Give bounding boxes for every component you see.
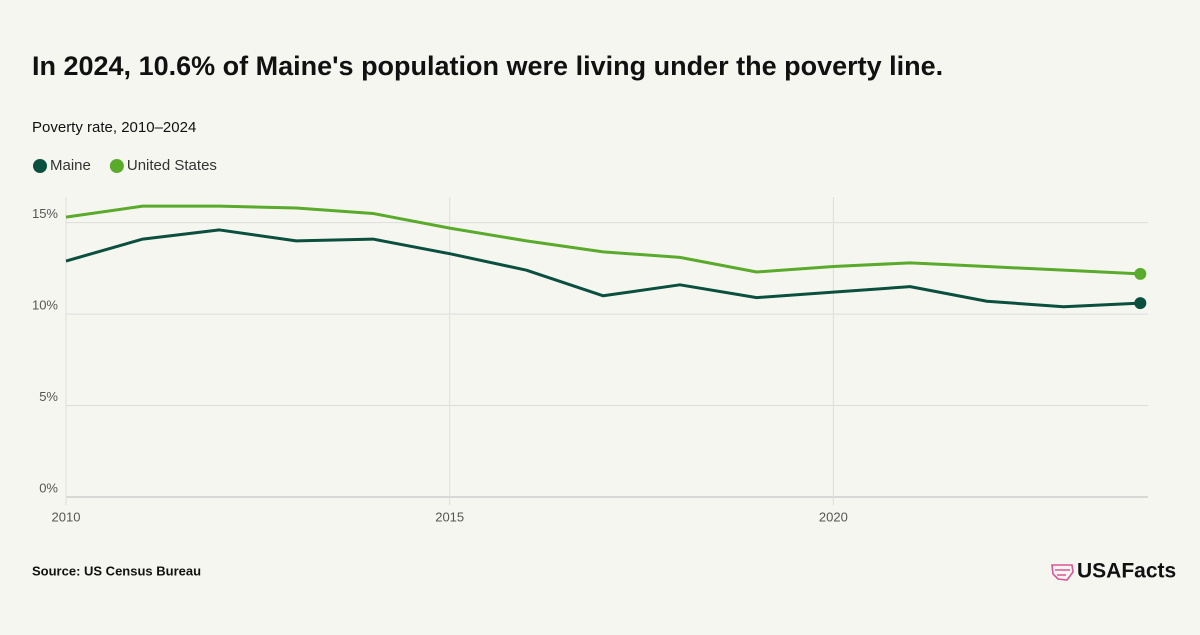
logo-icon bbox=[1051, 564, 1074, 581]
x-tick-label: 2020 bbox=[819, 509, 848, 524]
legend-label: United States bbox=[127, 157, 217, 174]
series-line bbox=[65, 204, 1141, 276]
y-tick-label: 10% bbox=[32, 298, 58, 313]
end-point bbox=[1134, 267, 1147, 280]
y-tick-label: 0% bbox=[39, 480, 58, 495]
source: Source: US Census Bureau bbox=[32, 563, 201, 578]
x-tick-label: 2015 bbox=[435, 509, 464, 524]
x-tick-label: 2010 bbox=[52, 509, 81, 524]
legend-marker bbox=[33, 159, 47, 173]
end-point bbox=[1134, 297, 1147, 310]
y-tick-label: 5% bbox=[39, 389, 58, 404]
legend-marker bbox=[109, 159, 124, 173]
legend-label: Maine bbox=[50, 157, 91, 174]
logo: USAFacts bbox=[1077, 560, 1176, 583]
chart-subtitle: Poverty rate, 2010–2024 bbox=[32, 119, 196, 136]
chart-title: In 2024, 10.6% of Maine's population wer… bbox=[32, 51, 943, 81]
series-line bbox=[65, 228, 1141, 309]
y-tick-label: 15% bbox=[32, 206, 58, 221]
